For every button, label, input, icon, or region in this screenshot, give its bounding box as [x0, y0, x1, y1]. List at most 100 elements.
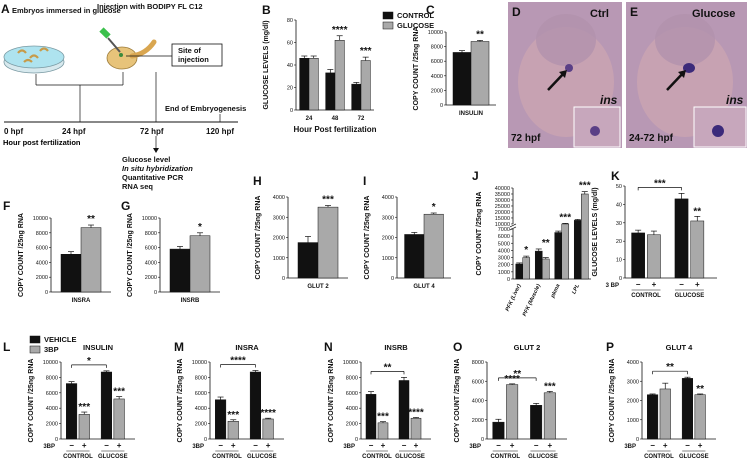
significance-label: ** — [696, 384, 704, 395]
y-tick-label: 10000 — [428, 30, 443, 36]
treatment-label: 3BP — [343, 444, 355, 450]
chart-panel-o: O 0 2000 4000 6000 8000 COPY COUNT /25ng RNA **… — [453, 340, 567, 460]
significance-label: *** — [544, 381, 556, 392]
treatment-sign: − — [69, 441, 74, 450]
treatment-sign: + — [698, 441, 703, 450]
treatment-sign: − — [496, 441, 501, 450]
chart-panel-p: P 0 1000 2000 3000 4000 COPY COUNT /25ng RNA **… — [606, 340, 716, 460]
y-tick-label: 0 — [282, 276, 285, 282]
treatment-sign: + — [381, 441, 386, 450]
bar — [317, 206, 339, 279]
bar — [334, 40, 345, 111]
bar — [189, 235, 211, 293]
y-tick-label: 1000 — [498, 270, 510, 276]
embryo-injection-icon — [99, 27, 157, 70]
legend-swatch — [29, 335, 41, 344]
bar — [681, 378, 693, 440]
y-tick-label: 0 — [619, 276, 622, 282]
group-label: CONTROL — [212, 454, 242, 460]
chart-panel-i: I 0 1000 2000 3000 4000 COPY COUNT /25ng RNA GL… — [363, 174, 451, 290]
treatment-sign: − — [534, 441, 539, 450]
significance-label: *** — [654, 178, 666, 189]
significance-label: * — [198, 222, 202, 233]
treatment-label: 3 BP — [606, 283, 619, 289]
dish-caption: Embryos immersed in glucose — [12, 6, 121, 15]
legend-label: CONTROL — [397, 11, 434, 20]
treatment-sign: − — [253, 441, 258, 450]
bar — [647, 394, 659, 440]
y-tick-label: 0 — [204, 437, 207, 443]
x-tick-label: INSRA — [72, 298, 91, 304]
y-axis-label: COPY COUNT /25ng RNA — [255, 196, 262, 280]
bar — [492, 421, 505, 440]
group-label: GLUCOSE — [247, 454, 277, 460]
y-tick-label: 3000 — [382, 215, 394, 221]
y-tick-label: 6000 — [498, 234, 510, 240]
group-label: CONTROL — [631, 293, 661, 299]
chart-panel-b: B 0 20 40 60 80 GLUCOSE LEVELS (mg/dl) 24 48 72 **… — [262, 3, 434, 134]
y-tick-label: 2000 — [145, 275, 157, 281]
treatment-sign: + — [663, 441, 668, 450]
legend-label: GLUCOSE — [397, 21, 434, 30]
bar — [60, 254, 82, 293]
y-tick-label: 4000 — [36, 260, 48, 266]
bar — [262, 418, 274, 440]
y-tick-label: 2000 — [36, 275, 48, 281]
treatment-sign: − — [636, 280, 641, 289]
bar — [308, 58, 319, 111]
chart-panel-f: F 0 2000 4000 6000 8000 10000 COPY COUNT /25ng … — [3, 199, 111, 304]
y-tick-label: 8000 — [346, 375, 358, 381]
treatment-sign: + — [117, 441, 122, 450]
treatment-sign: + — [652, 280, 657, 289]
group-label: CONTROL — [490, 454, 520, 460]
treatment-sign: + — [231, 441, 236, 450]
photo-d-inset-label: ins — [600, 93, 618, 107]
panel-label: M — [174, 340, 184, 354]
y-tick-label: 40000 — [495, 186, 510, 192]
y-tick-label: 10000 — [33, 216, 48, 222]
y-tick-label: 10000 — [142, 216, 157, 222]
y-tick-label: 1000 — [382, 256, 394, 262]
y-tick-label: 2000 — [627, 399, 639, 405]
bar — [515, 263, 523, 280]
y-tick-label: 8000 — [431, 45, 443, 51]
assay-2: Quantitative PCR — [122, 173, 184, 182]
y-tick-label: 20 — [616, 239, 622, 245]
y-tick-label: 0 — [290, 108, 293, 114]
bar — [573, 220, 582, 280]
chart-panel-l: L 0 2000 4000 6000 8000 10000 COPY COUNT /25ng … — [3, 335, 135, 460]
significance-label: *** — [559, 212, 571, 223]
significance-label: * — [87, 356, 91, 367]
bar — [534, 250, 543, 280]
y-tick-label: 0 — [391, 276, 394, 282]
site-box-line2: injection — [178, 55, 209, 64]
panel-a-label: A — [1, 2, 10, 16]
axis-break-icon — [509, 223, 517, 231]
x-tick-label: 24 — [306, 116, 313, 122]
bar — [506, 384, 519, 440]
legend-swatch — [382, 21, 394, 30]
bar — [543, 392, 556, 440]
y-tick-label: 10000 — [495, 222, 510, 228]
treatment-label: 3BP — [624, 444, 636, 450]
y-tick-label: 6000 — [145, 246, 157, 252]
y-tick-label: 4000 — [627, 360, 639, 366]
bar — [351, 83, 362, 111]
bar — [227, 421, 239, 440]
site-box-line1: Site of — [178, 46, 201, 55]
significance-label: **** — [332, 25, 348, 36]
y-tick-label: 0 — [45, 290, 48, 296]
bar — [365, 394, 377, 440]
panel-label: F — [3, 199, 10, 213]
y-tick-label: 5000 — [498, 241, 510, 247]
group-label: GLUCOSE — [395, 454, 425, 460]
bar — [561, 223, 570, 280]
y-axis-label: COPY COUNT /25ng RNA — [28, 359, 35, 443]
y-tick-label: 1000 — [627, 418, 639, 424]
bar — [410, 417, 422, 440]
group-label: GLUCOSE — [98, 454, 128, 460]
treatment-sign: − — [218, 441, 223, 450]
